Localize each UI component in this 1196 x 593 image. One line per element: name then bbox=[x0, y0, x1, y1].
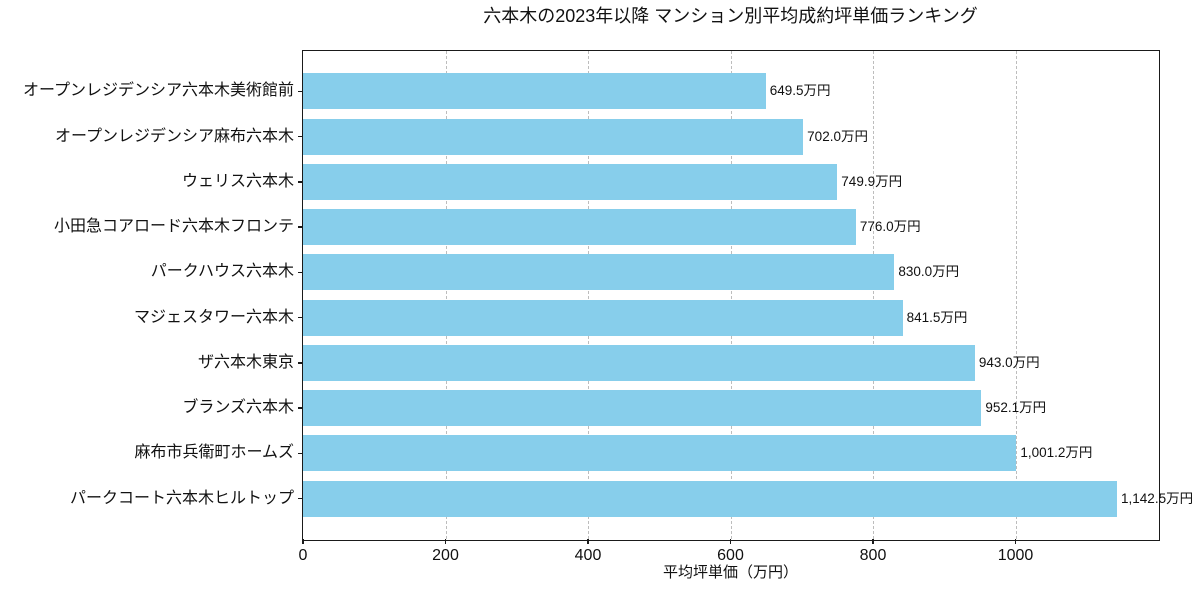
gridline bbox=[730, 51, 732, 539]
bar-value-label: 841.5万円 bbox=[906, 309, 968, 325]
y-tick-mark bbox=[298, 362, 303, 364]
bar bbox=[303, 118, 804, 155]
y-tick-mark bbox=[298, 497, 303, 500]
x-tick-mark bbox=[587, 539, 589, 544]
bar-value-label: 749.9万円 bbox=[841, 173, 903, 189]
bar-value-label: 776.0万円 bbox=[859, 219, 921, 235]
y-tick-mark bbox=[298, 90, 303, 93]
y-tick-mark bbox=[298, 181, 303, 183]
bar-value-label: 830.0万円 bbox=[898, 264, 960, 280]
y-tick-mark bbox=[298, 407, 303, 409]
x-tick-label: 800 bbox=[859, 547, 887, 564]
bar-value-label: 1,142.5万円 bbox=[1121, 490, 1194, 506]
y-tick-label: パークコート六本木ヒルトップ bbox=[69, 489, 294, 507]
y-tick-mark bbox=[298, 271, 303, 274]
x-tick-mark bbox=[444, 539, 447, 544]
x-axis-label: 平均坪単価（万円） bbox=[662, 564, 798, 581]
x-tick-mark bbox=[1014, 539, 1017, 544]
y-tick-label: 小田急コアロード六本木フロンテ bbox=[53, 218, 294, 236]
bar bbox=[303, 299, 903, 336]
gridline bbox=[588, 51, 589, 539]
bar bbox=[303, 73, 766, 110]
y-tick-label: ザ六本木東京 bbox=[197, 353, 294, 371]
bar bbox=[303, 254, 895, 291]
bar bbox=[303, 480, 1118, 517]
y-tick-mark bbox=[298, 316, 303, 319]
x-tick-label: 400 bbox=[574, 547, 602, 564]
x-tick-mark bbox=[302, 539, 304, 544]
x-tick-label: 1000 bbox=[997, 547, 1034, 564]
bar bbox=[303, 163, 838, 200]
y-tick-mark bbox=[298, 226, 303, 228]
y-tick-label: オープンレジデンシア六本木美術館前 bbox=[22, 82, 294, 100]
gridline bbox=[873, 51, 874, 539]
y-tick-mark bbox=[298, 135, 303, 138]
bar-value-label: 943.0万円 bbox=[978, 354, 1040, 370]
bar-value-label: 1,001.2万円 bbox=[1020, 445, 1093, 461]
bar bbox=[303, 344, 975, 381]
x-tick-label: 600 bbox=[717, 547, 744, 564]
y-tick-label: オープンレジデンシア麻布六本木 bbox=[54, 127, 294, 145]
bar-value-label: 702.0万円 bbox=[807, 128, 868, 144]
gridline bbox=[1015, 51, 1017, 539]
bar bbox=[303, 209, 856, 246]
x-tick-mark bbox=[872, 539, 874, 544]
gridline bbox=[445, 51, 447, 539]
bar bbox=[303, 390, 982, 427]
y-tick-label: ウェリス六本木 bbox=[181, 172, 294, 190]
x-tick-mark bbox=[729, 539, 732, 544]
y-tick-label: ブランズ六本木 bbox=[182, 399, 294, 417]
y-tick-label: マジェスタワー六本木 bbox=[133, 308, 294, 326]
y-tick-label: 麻布市兵衛町ホームズ bbox=[134, 444, 294, 462]
x-tick-label: 0 bbox=[298, 547, 308, 564]
chart-title: 六本木の2023年以降 マンション別平均成約坪単価ランキング bbox=[483, 6, 978, 26]
bar-value-label: 952.1万円 bbox=[985, 400, 1047, 416]
bar bbox=[303, 435, 1017, 472]
x-tick-label: 200 bbox=[432, 547, 459, 564]
y-tick-mark bbox=[298, 452, 303, 455]
y-tick-label: パークハウス六本木 bbox=[150, 263, 294, 281]
bar-value-label: 649.5万円 bbox=[769, 83, 831, 99]
